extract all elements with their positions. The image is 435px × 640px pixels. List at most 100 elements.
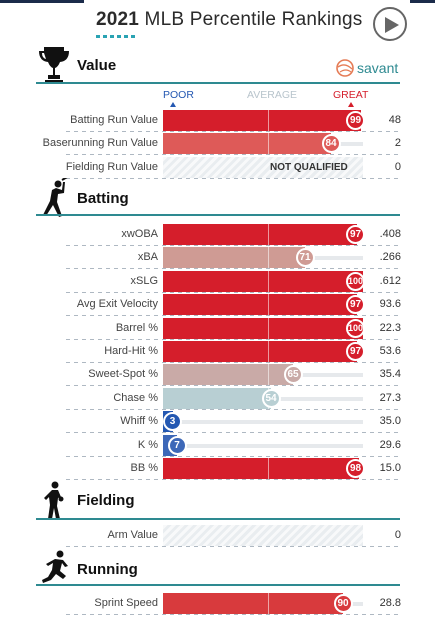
- percentile-bar: [163, 224, 357, 245]
- percentile-badge: 90: [333, 594, 353, 613]
- metric-value: 15.0: [379, 462, 401, 474]
- metric-row[interactable]: Fielding Run Value NOT QUALIFIED 0: [0, 156, 435, 179]
- metric-row[interactable]: K % 7 29.6: [0, 434, 435, 457]
- row-divider: [66, 177, 400, 179]
- runner-icon: [42, 550, 68, 583]
- percentile-bar: [163, 133, 331, 155]
- row-divider: [66, 291, 400, 293]
- metric-value: .408: [379, 228, 401, 240]
- metric-row[interactable]: Hard-Hit % 97 53.6: [0, 340, 435, 363]
- average-marker: [268, 133, 269, 155]
- section-rule: [36, 518, 400, 520]
- metric-label: Sprint Speed: [94, 597, 158, 609]
- metric-row[interactable]: xwOBA 97 .408: [0, 223, 435, 246]
- average-marker: [268, 110, 269, 131]
- percentile-track: [163, 443, 363, 448]
- fielder-icon: [44, 481, 64, 519]
- percentile-bar: [163, 270, 363, 292]
- row-divider: [66, 154, 400, 156]
- metric-row[interactable]: xSLG 100 .612: [0, 270, 435, 293]
- metric-label: Baserunning Run Value: [42, 137, 158, 150]
- metric-row[interactable]: Baserunning Run Value 84 2: [0, 132, 435, 156]
- row-divider: [66, 131, 400, 132]
- percentile-badge: 100: [346, 318, 365, 338]
- page-title: 2021 MLB Percentile Rankings: [96, 9, 362, 31]
- page-header: 2021 MLB Percentile Rankings: [0, 0, 435, 48]
- metric-value: .612: [379, 274, 401, 287]
- section-value: Value: [0, 45, 435, 185]
- metric-label: Chase %: [113, 391, 158, 404]
- metric-row[interactable]: Whiff % 3 35.0: [0, 410, 435, 434]
- trophy-icon: [39, 47, 69, 84]
- metric-label: xBA: [137, 251, 158, 264]
- section-header: Running: [0, 549, 435, 589]
- percentile-track: [163, 420, 363, 425]
- metric-row[interactable]: Arm Value 0: [0, 524, 435, 547]
- metric-label: Sweet-Spot %: [88, 368, 158, 381]
- title-year: 2021: [96, 9, 140, 30]
- metric-row[interactable]: Sprint Speed 90 28.8: [0, 592, 435, 615]
- top-edge-bar: [0, 0, 435, 4]
- metric-row[interactable]: Batting Run Value 99 48: [0, 109, 435, 132]
- percentile-badge: 99: [346, 111, 365, 130]
- percentile-badge: 97: [346, 295, 365, 315]
- row-divider: [66, 315, 400, 317]
- metric-value: 28.8: [379, 597, 401, 609]
- metric-row[interactable]: Avg Exit Velocity 97 93.6: [0, 293, 435, 317]
- metric-row[interactable]: Barrel % 100 22.3: [0, 317, 435, 340]
- metric-value: 53.6: [379, 345, 401, 357]
- section-rule: [36, 82, 400, 84]
- average-marker: [268, 294, 269, 316]
- not-qualified-label: NOT QUALIFIED: [270, 161, 348, 173]
- scale-poor-label: POOR: [163, 89, 194, 101]
- play-icon: [385, 17, 399, 33]
- row-divider: [66, 479, 400, 480]
- percentile-bar: [163, 387, 271, 409]
- section-title: Batting: [77, 190, 129, 207]
- percentile-badge: 3: [163, 412, 182, 432]
- row-divider: [66, 546, 400, 547]
- scale-great-label: GREAT: [333, 89, 369, 101]
- metric-row[interactable]: BB % 98 15.0: [0, 457, 435, 480]
- metric-value: 35.4: [379, 368, 401, 381]
- section-title: Fielding: [77, 492, 135, 509]
- average-marker: [268, 270, 269, 292]
- average-marker: [268, 247, 269, 269]
- metric-value: 48: [388, 114, 401, 126]
- percentile-badge: 65: [283, 365, 303, 385]
- section-fielding: Fielding: [0, 480, 435, 522]
- play-button[interactable]: [373, 7, 407, 41]
- percentile-bar: [163, 247, 305, 269]
- metric-row[interactable]: xBA 71 .266: [0, 246, 435, 270]
- poor-arrow-icon: [170, 102, 176, 107]
- section-title: Running: [77, 561, 138, 578]
- row-divider: [66, 455, 400, 457]
- metric-row[interactable]: Sweet-Spot % 65 35.4: [0, 363, 435, 387]
- row-divider: [66, 245, 400, 246]
- savant-brand[interactable]: savant: [335, 58, 405, 80]
- metric-value: 35.0: [379, 415, 401, 428]
- metric-label: xSLG: [130, 274, 158, 287]
- metric-value: 2: [394, 137, 401, 150]
- percentile-bar: [163, 317, 363, 339]
- section-header: Fielding: [0, 480, 435, 520]
- not-qualified-bar: [163, 156, 363, 178]
- metric-label: Hard-Hit %: [104, 345, 158, 357]
- percentile-badge: 98: [346, 459, 365, 478]
- row-divider: [66, 408, 400, 410]
- percentile-badge: 84: [321, 134, 341, 154]
- percentile-bar: [163, 110, 361, 131]
- percentile-badge: 97: [346, 342, 365, 361]
- percentile-scale-labels: POOR AVERAGE GREAT: [0, 89, 435, 107]
- percentile-badge: 7: [167, 435, 187, 455]
- section-running: Running: [0, 549, 435, 591]
- metric-label: K %: [137, 438, 158, 451]
- percentile-badge: 71: [295, 248, 315, 268]
- section-batting: Batting: [0, 178, 435, 220]
- average-marker: [268, 364, 269, 386]
- metric-label: Fielding Run Value: [65, 160, 158, 173]
- metric-label: Whiff %: [120, 415, 158, 428]
- metric-row[interactable]: Chase % 54 27.3: [0, 387, 435, 410]
- metric-label: Barrel %: [115, 321, 158, 334]
- section-title: Value: [77, 57, 117, 74]
